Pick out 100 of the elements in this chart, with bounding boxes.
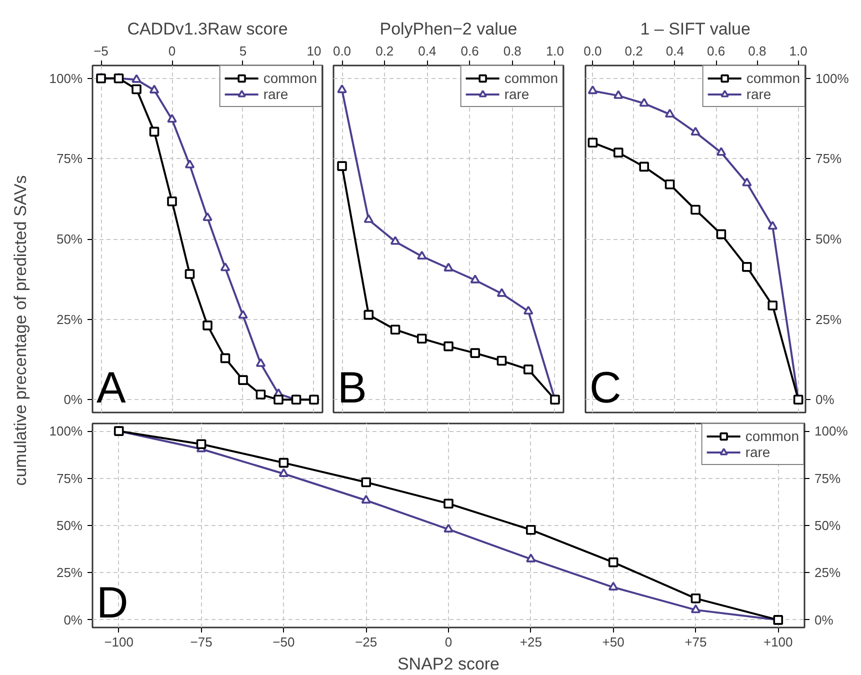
point [202, 212, 212, 222]
annotation: A [96, 364, 126, 412]
x-tick-label: +75 [684, 634, 707, 650]
point [278, 468, 289, 477]
point [526, 524, 536, 535]
point [690, 604, 701, 614]
point [132, 84, 142, 94]
point [742, 178, 752, 186]
annotation: C [590, 364, 622, 412]
point [337, 84, 347, 94]
y-tick-label: 100% [816, 70, 850, 86]
point [523, 306, 534, 314]
x-tick-label: 0.4 [418, 44, 436, 58]
y-tick-label: 25% [56, 312, 83, 327]
x-tick-label: −25 [355, 634, 378, 650]
point [664, 108, 675, 118]
x-tick-label: 0.4 [666, 44, 684, 58]
point [167, 196, 177, 206]
x-tick-label: −75 [190, 634, 212, 650]
y-tick-label: 0% [64, 392, 83, 408]
point [716, 147, 726, 156]
point [196, 439, 206, 449]
point [416, 334, 427, 344]
point [238, 310, 248, 319]
x-tick-label: 0 [444, 634, 452, 650]
point [361, 477, 371, 488]
point [664, 179, 675, 190]
point [444, 341, 454, 352]
x-tick-label: −5 [94, 44, 108, 58]
point [639, 98, 649, 107]
legend-label: common [504, 70, 558, 86]
x-axis-title: 1 – SIFT value [640, 20, 750, 38]
x-tick-label: 0.6 [707, 44, 726, 58]
legend-label: common [263, 70, 317, 86]
x-tick-label: 0.2 [376, 44, 394, 58]
point [256, 390, 266, 400]
point [742, 262, 752, 272]
point [768, 220, 778, 230]
y-tick-label: 50% [56, 518, 83, 533]
y-tick-label: 100% [49, 70, 83, 86]
point [149, 126, 160, 137]
x-axis-title: PolyPhen−2 value [380, 20, 518, 38]
point [167, 114, 177, 123]
legend-label: rare [263, 86, 288, 102]
point [220, 353, 230, 364]
x-tick-label: +100 [763, 634, 793, 650]
point [220, 262, 230, 272]
point [416, 250, 427, 260]
y-tick-label: 50% [56, 232, 83, 246]
point [608, 582, 618, 590]
legend-label: rare [504, 86, 530, 102]
y-tick-label: 75% [56, 470, 83, 486]
point [364, 310, 374, 320]
y-tick-label: 100% [49, 424, 83, 439]
y-tick-label: 25% [56, 565, 83, 580]
x-tick-label: 0.8 [503, 44, 522, 58]
x-tick-label: +25 [520, 634, 542, 650]
point [588, 85, 598, 94]
legend-label: common [745, 428, 799, 444]
point [639, 162, 649, 172]
point [390, 324, 400, 335]
x-tick-label: 0.0 [584, 44, 602, 58]
point [608, 557, 618, 568]
point [444, 262, 454, 272]
point [274, 394, 284, 405]
point [690, 594, 701, 604]
point [278, 458, 289, 468]
y-tick-label: 75% [816, 151, 842, 166]
point [768, 300, 778, 310]
y-tick-label: 50% [816, 232, 842, 246]
x-tick-label: 0.8 [748, 44, 766, 58]
point [470, 348, 480, 358]
point [444, 524, 454, 532]
annotation: B [338, 364, 367, 412]
point [496, 288, 507, 297]
point [202, 320, 212, 330]
point [390, 236, 400, 245]
x-tick-label: +50 [602, 634, 624, 650]
x-tick-label: 0.2 [624, 44, 643, 58]
point [470, 274, 480, 284]
point [716, 229, 726, 240]
annotation: D [96, 578, 128, 628]
legend-label: common [746, 70, 800, 86]
point [613, 148, 624, 158]
x-tick-label: 0.0 [332, 44, 352, 58]
x-axis-title: CADDv1.3Raw score [127, 20, 288, 38]
point [364, 214, 374, 223]
point [690, 204, 700, 215]
y-tick-label: 75% [56, 151, 83, 166]
x-tick-label: 0.6 [460, 44, 479, 58]
point [526, 554, 536, 562]
x-tick-label: 1.0 [546, 44, 564, 58]
point [361, 494, 371, 504]
point [523, 364, 534, 374]
point [149, 84, 160, 94]
x-tick-label: −50 [272, 634, 295, 650]
point [256, 358, 266, 367]
x-tick-label: 1.0 [789, 44, 808, 58]
x-tick-label: 5 [239, 44, 247, 58]
point [337, 161, 347, 171]
